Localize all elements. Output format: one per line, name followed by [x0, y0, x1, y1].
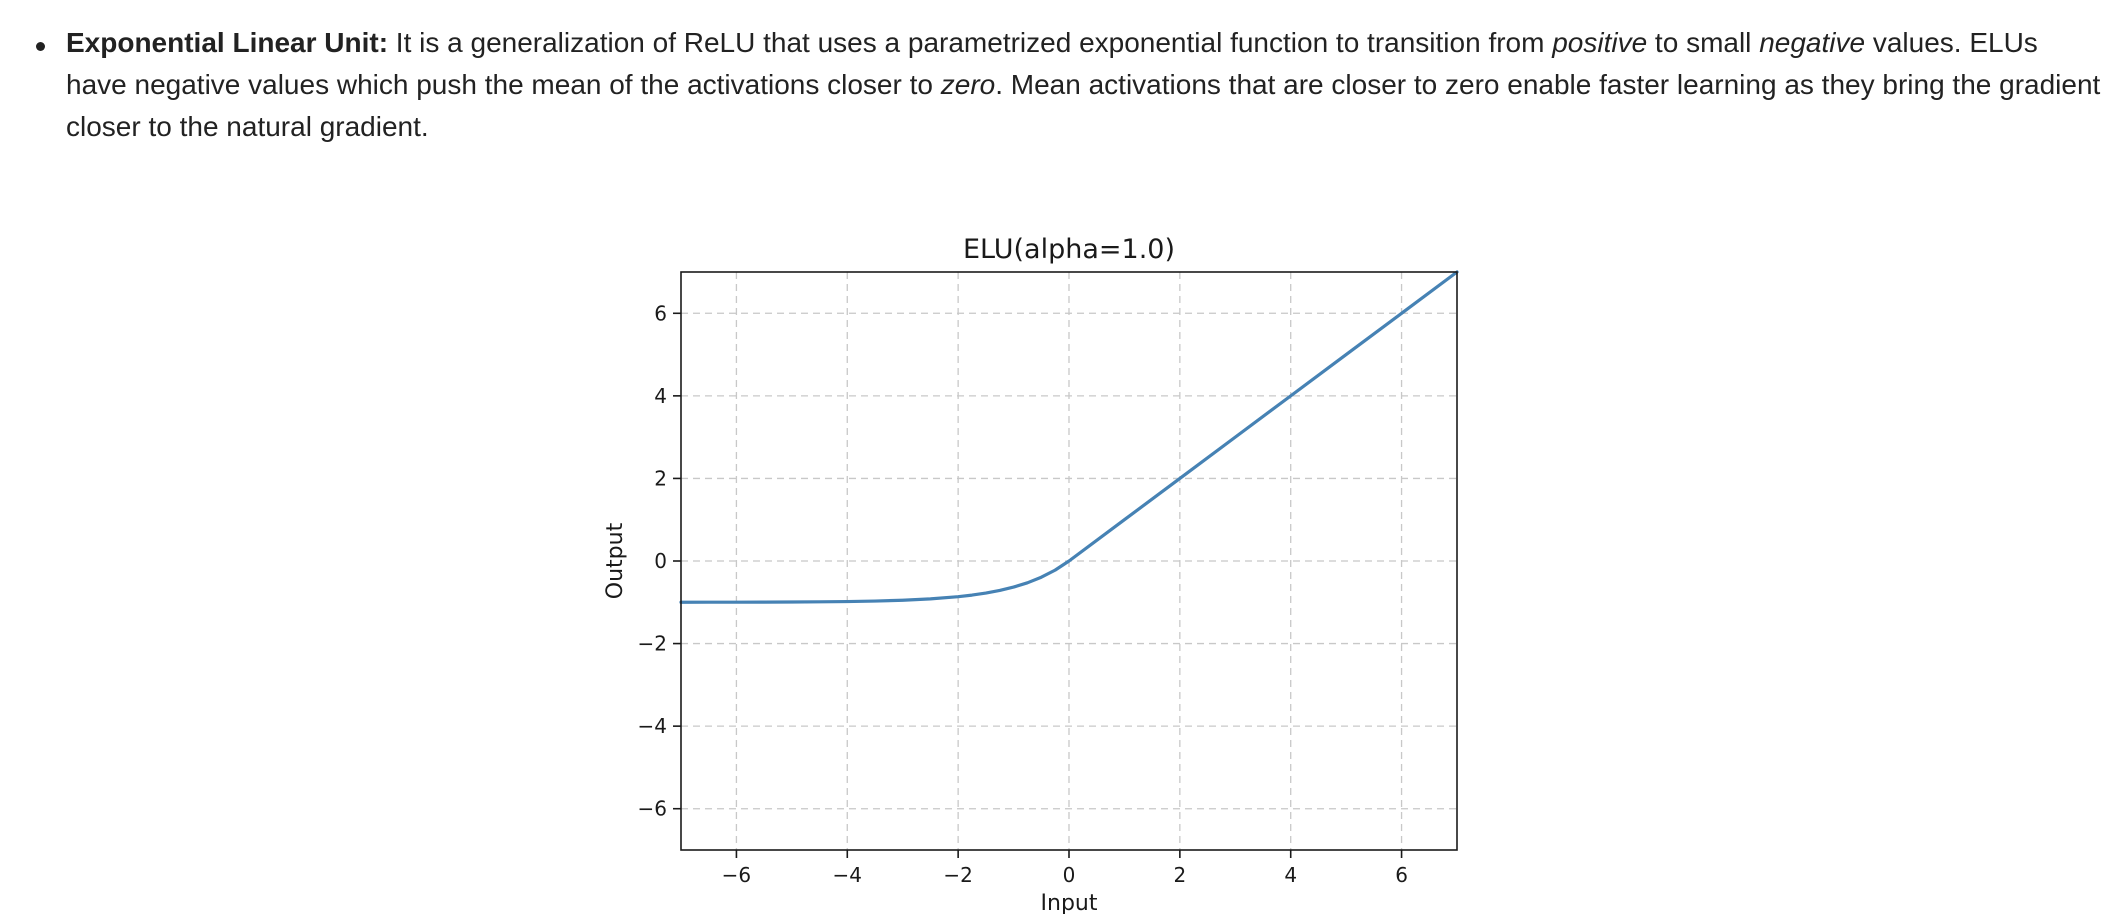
y-tick-label: −2 [638, 632, 667, 656]
x-tick-label: 6 [1395, 863, 1408, 887]
x-tick-label: −2 [943, 863, 972, 887]
x-tick-label: 0 [1063, 863, 1076, 887]
body-text-3: values. ELUs have negative values which … [66, 27, 2038, 100]
body-text-4: . Mean activations that are closer to ze… [66, 69, 2101, 142]
bullet-marker [36, 42, 45, 51]
series-line-elu [679, 270, 1459, 604]
x-tick-label: 2 [1173, 863, 1186, 887]
y-tick-label: −4 [638, 714, 667, 738]
y-tick-label: −6 [638, 797, 667, 821]
y-axis-label: Output [603, 522, 628, 599]
term-label: Exponential Linear Unit: [66, 27, 389, 58]
x-tick-label: 4 [1284, 863, 1297, 887]
emphasis-negative: negative [1759, 27, 1866, 58]
x-axis-label: Input [1041, 891, 1098, 914]
elu-chart: −6 −4 −2 0 2 4 6 −6 −4 −2 0 2 4 6 ELU(alpha=1.0) Inpu… [603, 234, 1459, 914]
x-tick-label: −6 [722, 863, 751, 887]
x-tick-label: −4 [833, 863, 862, 887]
body-text-1: It is a generalization of ReLU that uses… [388, 27, 1553, 58]
emphasis-positive: positive [1552, 27, 1648, 58]
chart-title: ELU(alpha=1.0) [963, 234, 1175, 265]
bullet-item-elu: Exponential Linear Unit: It is a general… [0, 0, 2106, 148]
elu-figure: −6 −4 −2 0 2 4 6 −6 −4 −2 0 2 4 6 ELU(alpha=1.0) Inpu… [0, 220, 2120, 914]
y-tick-label: 0 [654, 549, 667, 573]
y-tick-label: 2 [654, 466, 667, 490]
body-text-2: to small [1647, 27, 1760, 58]
bullet-list: Exponential Linear Unit: It is a general… [0, 0, 2120, 148]
y-tick-label: 6 [654, 301, 667, 325]
emphasis-zero: zero [940, 69, 996, 100]
y-tick-label: 4 [654, 384, 667, 408]
axis-ticks: −6 −4 −2 0 2 4 6 −6 −4 −2 0 2 4 6 [638, 301, 1408, 887]
